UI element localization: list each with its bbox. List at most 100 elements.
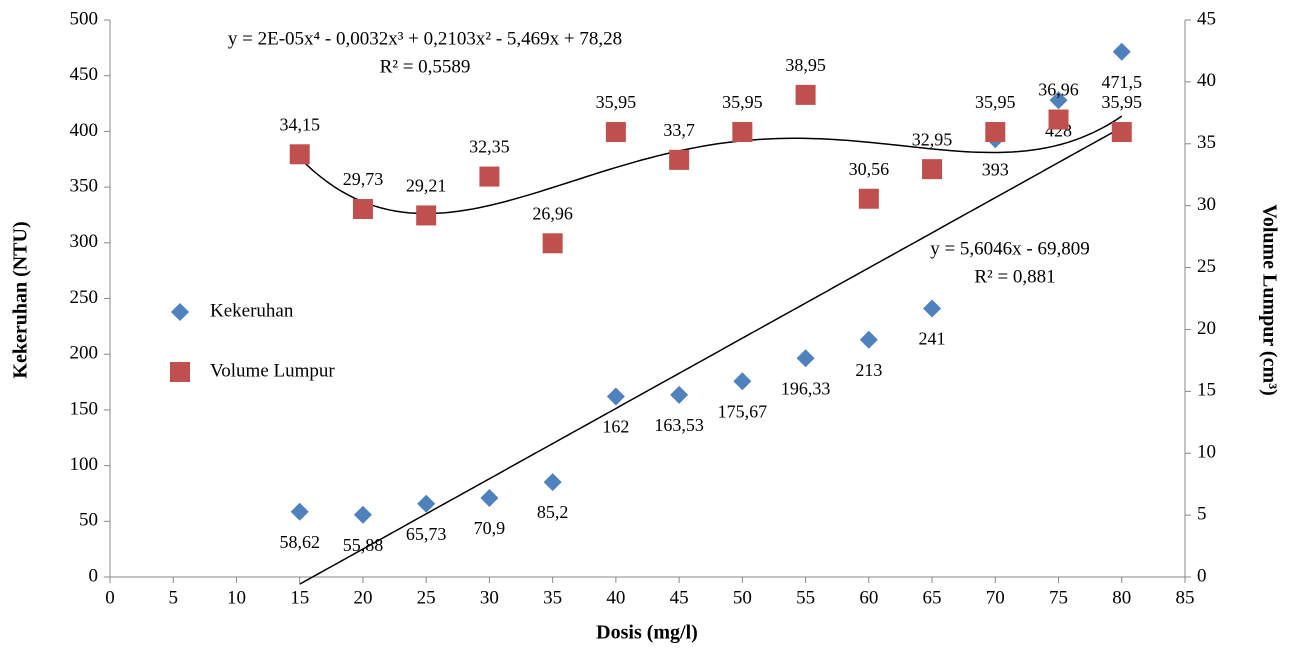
x-tick-label: 80 bbox=[1112, 587, 1131, 608]
y2-tick-label: 35 bbox=[1197, 132, 1216, 153]
x-tick-label: 20 bbox=[353, 587, 372, 608]
data-label: 35,95 bbox=[596, 92, 637, 112]
y-tick-label: 50 bbox=[79, 510, 98, 531]
data-label: 162 bbox=[602, 417, 629, 437]
data-point bbox=[796, 349, 815, 368]
data-label: 65,73 bbox=[406, 524, 447, 544]
y2-axis-label: Volume Lumpur (cm³) bbox=[1258, 204, 1280, 396]
data-label: 35,95 bbox=[1102, 92, 1143, 112]
data-point bbox=[1112, 42, 1131, 61]
data-label: 35,95 bbox=[975, 92, 1016, 112]
data-point bbox=[289, 144, 310, 165]
x-tick-label: 10 bbox=[227, 587, 246, 608]
x-tick-label: 45 bbox=[670, 587, 689, 608]
data-point bbox=[416, 205, 437, 226]
y-tick-label: 250 bbox=[70, 287, 99, 308]
data-label: 471,5 bbox=[1102, 72, 1143, 92]
x-axis-label: Dosis (mg/l) bbox=[596, 622, 698, 644]
data-point bbox=[353, 505, 372, 524]
trend-equation: y = 2E-05x⁴ - 0,0032x³ + 0,2103x² - 5,46… bbox=[228, 28, 622, 49]
x-tick-label: 35 bbox=[543, 587, 562, 608]
data-label: 85,2 bbox=[537, 502, 569, 522]
x-tick-label: 5 bbox=[168, 587, 178, 608]
y-tick-label: 150 bbox=[70, 398, 99, 419]
data-point bbox=[795, 84, 816, 105]
y2-tick-label: 45 bbox=[1197, 8, 1216, 29]
data-point bbox=[669, 149, 690, 170]
y-tick-label: 100 bbox=[70, 454, 99, 475]
y2-tick-label: 5 bbox=[1197, 503, 1207, 524]
data-label: 32,95 bbox=[912, 129, 953, 149]
legend-marker bbox=[171, 303, 189, 321]
trend-r2: R² = 0,881 bbox=[974, 266, 1055, 287]
y2-tick-label: 15 bbox=[1197, 380, 1216, 401]
x-tick-label: 70 bbox=[986, 587, 1005, 608]
data-point bbox=[1111, 122, 1132, 143]
data-point bbox=[542, 233, 563, 254]
data-label: 33,7 bbox=[663, 120, 695, 140]
y2-tick-label: 20 bbox=[1197, 318, 1216, 339]
data-label: 36,96 bbox=[1038, 80, 1079, 100]
x-tick-label: 75 bbox=[1049, 587, 1068, 608]
y2-tick-label: 10 bbox=[1197, 442, 1216, 463]
data-point bbox=[606, 387, 625, 406]
y-tick-label: 300 bbox=[70, 231, 99, 252]
x-tick-label: 40 bbox=[606, 587, 625, 608]
data-point bbox=[922, 159, 943, 180]
x-tick-label: 55 bbox=[796, 587, 815, 608]
y-tick-label: 350 bbox=[70, 175, 99, 196]
data-label: 70,9 bbox=[474, 518, 506, 538]
data-point bbox=[479, 166, 500, 187]
data-label: 196,33 bbox=[781, 378, 831, 398]
data-label: 241 bbox=[919, 329, 946, 349]
data-point bbox=[352, 199, 373, 220]
data-label: 32,35 bbox=[469, 137, 510, 157]
data-point bbox=[985, 122, 1006, 143]
x-tick-label: 15 bbox=[290, 587, 309, 608]
data-label: 29,73 bbox=[343, 169, 384, 189]
data-label: 34,15 bbox=[279, 114, 320, 134]
data-point bbox=[417, 494, 436, 513]
y2-tick-label: 0 bbox=[1197, 565, 1207, 586]
data-label: 35,95 bbox=[722, 92, 763, 112]
data-point bbox=[859, 330, 878, 349]
y-tick-label: 500 bbox=[70, 8, 99, 29]
legend-label: Kekeruhan bbox=[210, 300, 294, 321]
y-tick-label: 0 bbox=[89, 565, 99, 586]
x-tick-label: 0 bbox=[105, 587, 115, 608]
y-tick-label: 200 bbox=[70, 343, 99, 364]
data-point bbox=[732, 122, 753, 143]
x-tick-label: 65 bbox=[923, 587, 942, 608]
data-label: 213 bbox=[855, 360, 882, 380]
data-label: 393 bbox=[982, 159, 1009, 179]
y-axis-label: Kekeruhan (NTU) bbox=[10, 221, 32, 378]
data-point bbox=[670, 385, 689, 404]
y2-tick-label: 40 bbox=[1197, 70, 1216, 91]
trendline bbox=[299, 115, 1123, 215]
data-point bbox=[605, 122, 626, 143]
data-point bbox=[858, 188, 879, 209]
trendline bbox=[299, 126, 1123, 585]
legend-label: Volume Lumpur bbox=[210, 360, 335, 381]
data-point bbox=[923, 299, 942, 318]
data-point bbox=[290, 502, 309, 521]
x-tick-label: 25 bbox=[417, 587, 436, 608]
trend-equation: y = 5,6046x - 69,809 bbox=[930, 238, 1090, 259]
data-label: 175,67 bbox=[718, 401, 768, 421]
y2-tick-label: 30 bbox=[1197, 194, 1216, 215]
data-label: 163,53 bbox=[654, 415, 704, 435]
data-label: 55,88 bbox=[343, 535, 384, 555]
x-tick-label: 30 bbox=[480, 587, 499, 608]
data-label: 30,56 bbox=[849, 159, 890, 179]
data-point bbox=[1048, 109, 1069, 130]
data-label: 38,95 bbox=[785, 55, 826, 75]
x-tick-label: 60 bbox=[859, 587, 878, 608]
data-point bbox=[733, 372, 752, 391]
data-point bbox=[480, 489, 499, 508]
y-tick-label: 450 bbox=[70, 64, 99, 85]
x-tick-label: 50 bbox=[733, 587, 752, 608]
y-tick-label: 400 bbox=[70, 120, 99, 141]
data-label: 29,21 bbox=[406, 176, 447, 196]
